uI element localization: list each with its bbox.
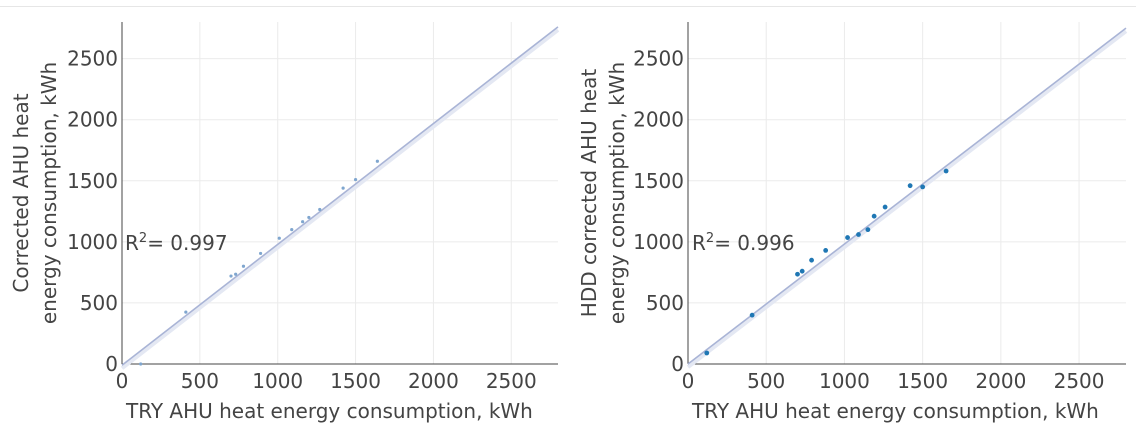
- y-tick-label: 500: [80, 291, 118, 315]
- data-point: [943, 168, 949, 174]
- data-point: [865, 227, 871, 233]
- x-tick-label: 1500: [330, 369, 381, 393]
- data-point: [375, 159, 379, 163]
- top-divider: [0, 6, 1136, 7]
- y-axis-title-line-2: energy consumption, kWh: [605, 62, 629, 324]
- x-axis-title: TRY AHU heat energy consumption, kWh: [691, 399, 1099, 423]
- data-point: [845, 235, 850, 240]
- x-tick-label: 0: [682, 369, 695, 393]
- data-point: [749, 312, 755, 318]
- y-axis-title-line-1: Corrected AHU heat: [9, 93, 33, 292]
- r-squared-annotation: R2= 0.996: [692, 231, 795, 255]
- data-point: [856, 232, 861, 237]
- y-tick-label: 0: [671, 352, 684, 376]
- r-squared-value: = 0.997: [147, 231, 227, 255]
- r-squared-value: = 0.996: [714, 231, 794, 255]
- r-squared-superscript: 2: [139, 231, 147, 246]
- r-squared-annotation: R2= 0.997: [125, 231, 228, 255]
- y-tick-label: 1000: [633, 230, 684, 254]
- r-squared-prefix: R: [692, 231, 706, 255]
- y-tick-label: 2500: [67, 47, 118, 71]
- x-tick-label: 500: [747, 369, 785, 393]
- data-point: [301, 220, 305, 224]
- r-squared-superscript: 2: [706, 231, 714, 246]
- data-point: [241, 264, 246, 268]
- y-tick-label: 500: [646, 291, 684, 315]
- x-tick-label: 1000: [252, 369, 303, 393]
- confidence-band: [686, 29, 1128, 369]
- data-point: [277, 236, 281, 240]
- data-point: [823, 248, 829, 253]
- y-tick-label: 2500: [633, 47, 684, 71]
- data-point: [704, 350, 710, 356]
- y-tick-label: 2000: [67, 108, 118, 132]
- chart-panel-left: 0 500 1000 1500 2000 2500 0 500 1000 1500 2000 2500…: [9, 22, 560, 423]
- y-tick-label: 2000: [633, 108, 684, 132]
- y-tick-label: 1500: [67, 169, 118, 193]
- data-point: [341, 186, 345, 190]
- regression-line: [687, 27, 1127, 365]
- data-point: [353, 177, 358, 182]
- data-point: [907, 183, 913, 189]
- data-point: [882, 204, 888, 210]
- data-point: [229, 274, 233, 278]
- y-tick-label: 1500: [633, 169, 684, 193]
- data-point: [139, 362, 143, 366]
- y-axis-title-line-2: energy consumption, kWh: [37, 62, 61, 324]
- data-point: [258, 251, 263, 256]
- data-point: [290, 228, 294, 232]
- x-tick-label: 2000: [408, 369, 459, 393]
- data-point: [795, 271, 800, 277]
- data-point: [809, 257, 814, 263]
- data-point: [799, 268, 805, 274]
- r-squared-prefix: R: [125, 231, 139, 255]
- data-point: [234, 272, 238, 276]
- x-tick-label: 1000: [819, 369, 870, 393]
- x-tick-label: 2000: [975, 369, 1026, 393]
- data-point: [318, 207, 322, 212]
- data-point: [871, 213, 877, 219]
- x-axis-title: TRY AHU heat energy consumption, kWh: [125, 399, 533, 423]
- x-tick-label: 2500: [1054, 369, 1105, 393]
- confidence-band: [120, 28, 560, 370]
- y-tick-label: 1000: [67, 230, 118, 254]
- data-point: [307, 215, 311, 220]
- regression-line: [121, 26, 559, 366]
- x-tick-label: 1500: [897, 369, 948, 393]
- x-tick-label: 500: [181, 369, 219, 393]
- chart-panel-right: 0 500 1000 1500 2000 2500 0 500 1000 1500 2000 2500…: [577, 22, 1128, 423]
- x-tick-label: 0: [116, 369, 129, 393]
- data-point: [184, 310, 188, 314]
- y-tick-label: 0: [105, 352, 118, 376]
- y-axis-title-line-1: HDD corrected AHU heat: [577, 69, 601, 318]
- x-tick-label: 2500: [486, 369, 537, 393]
- data-point: [920, 184, 926, 190]
